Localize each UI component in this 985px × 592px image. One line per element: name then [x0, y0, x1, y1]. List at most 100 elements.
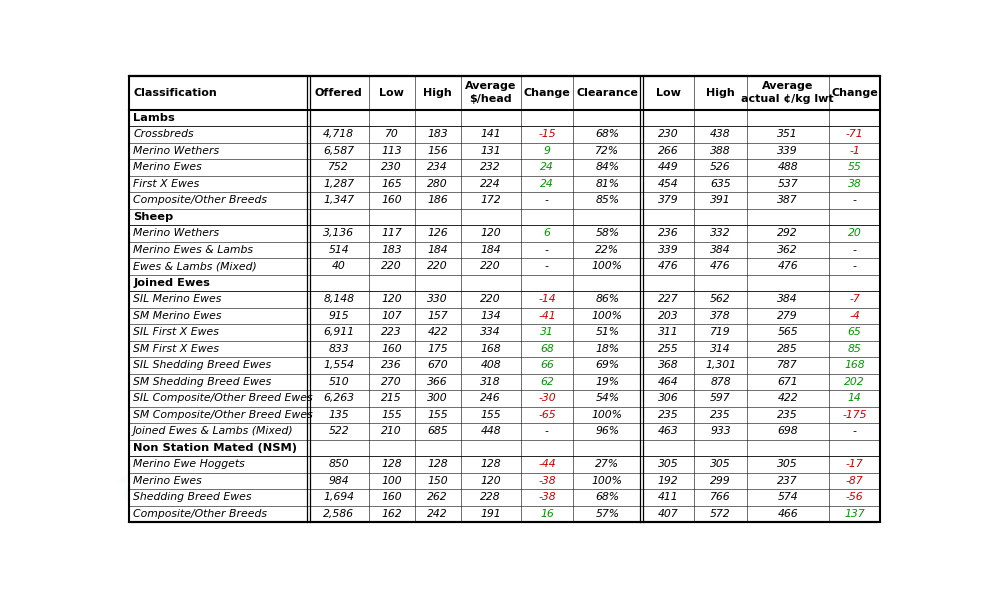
Text: 168: 168 [481, 344, 501, 354]
Text: 100%: 100% [592, 262, 623, 271]
Text: 362: 362 [777, 245, 798, 255]
Text: 915: 915 [328, 311, 349, 321]
Text: 339: 339 [658, 245, 679, 255]
Bar [129, 143, 881, 159]
Text: 141: 141 [481, 129, 501, 139]
Text: 787: 787 [777, 361, 798, 371]
Text: 635: 635 [710, 179, 731, 189]
Text: 58%: 58% [595, 229, 620, 239]
Text: 85%: 85% [595, 195, 620, 205]
Bar [129, 390, 881, 407]
Text: 488: 488 [777, 162, 798, 172]
Text: 168: 168 [844, 361, 865, 371]
Text: 160: 160 [381, 195, 402, 205]
Text: 20: 20 [847, 229, 861, 239]
Text: 160: 160 [381, 344, 402, 354]
Text: 514: 514 [328, 245, 349, 255]
Text: 31: 31 [540, 327, 554, 337]
Text: 113: 113 [381, 146, 402, 156]
Text: 135: 135 [328, 410, 349, 420]
Text: 100%: 100% [592, 410, 623, 420]
Text: 339: 339 [777, 146, 798, 156]
Text: 162: 162 [381, 509, 402, 519]
Text: 670: 670 [427, 361, 448, 371]
Text: 230: 230 [658, 129, 679, 139]
Text: 448: 448 [481, 426, 501, 436]
Text: auctionsplus: auctionsplus [109, 310, 473, 516]
Bar [129, 308, 881, 324]
Text: 476: 476 [710, 262, 731, 271]
Text: 66: 66 [540, 361, 554, 371]
Text: 574: 574 [777, 493, 798, 503]
Text: 128: 128 [381, 459, 402, 469]
Text: 306: 306 [658, 394, 679, 403]
Text: -71: -71 [845, 129, 863, 139]
Text: 311: 311 [658, 327, 679, 337]
Text: 833: 833 [328, 344, 349, 354]
Bar [129, 225, 881, 242]
Text: 192: 192 [658, 476, 679, 486]
Text: 51%: 51% [595, 327, 620, 337]
Text: -: - [545, 426, 549, 436]
Text: 81%: 81% [595, 179, 620, 189]
Bar [129, 159, 881, 176]
Bar [129, 357, 881, 374]
Text: 6: 6 [544, 229, 551, 239]
Text: 24: 24 [540, 162, 554, 172]
Text: 96%: 96% [595, 426, 620, 436]
Text: High: High [424, 88, 452, 98]
Text: 422: 422 [427, 327, 448, 337]
Text: 155: 155 [427, 410, 448, 420]
Bar [129, 506, 881, 522]
Text: Joined Ewes & Lambs (Mixed): Joined Ewes & Lambs (Mixed) [133, 426, 294, 436]
Text: -41: -41 [538, 311, 556, 321]
Text: Lambs: Lambs [133, 113, 175, 123]
Bar [129, 456, 881, 473]
Text: High: High [706, 88, 735, 98]
Text: 65: 65 [847, 327, 861, 337]
Text: 236: 236 [381, 361, 402, 371]
Text: 379: 379 [658, 195, 679, 205]
Text: 285: 285 [777, 344, 798, 354]
Text: 698: 698 [777, 426, 798, 436]
Text: SIL Shedding Breed Ewes: SIL Shedding Breed Ewes [133, 361, 271, 371]
Text: 224: 224 [481, 179, 501, 189]
Text: SM Merino Ewes: SM Merino Ewes [133, 311, 222, 321]
Text: 235: 235 [658, 410, 679, 420]
Text: Merino Wethers: Merino Wethers [133, 146, 220, 156]
Bar [129, 258, 881, 275]
Text: 4,718: 4,718 [323, 129, 355, 139]
Text: 86%: 86% [595, 294, 620, 304]
Text: 6,263: 6,263 [323, 394, 355, 403]
Text: 391: 391 [710, 195, 731, 205]
Text: -87: -87 [845, 476, 863, 486]
Text: 183: 183 [427, 129, 448, 139]
Text: -: - [852, 426, 856, 436]
Text: 157: 157 [427, 311, 448, 321]
Text: Shedding Breed Ewes: Shedding Breed Ewes [133, 493, 252, 503]
Bar [129, 440, 881, 456]
Text: 305: 305 [777, 459, 798, 469]
Text: -15: -15 [538, 129, 556, 139]
Text: 466: 466 [777, 509, 798, 519]
Text: Merino Ewes: Merino Ewes [133, 162, 202, 172]
Text: 266: 266 [658, 146, 679, 156]
Text: 388: 388 [710, 146, 731, 156]
Text: 565: 565 [777, 327, 798, 337]
Text: 117: 117 [381, 229, 402, 239]
Text: -: - [852, 195, 856, 205]
Text: 334: 334 [481, 327, 501, 337]
Text: Merino Wethers: Merino Wethers [133, 229, 220, 239]
Text: 38: 38 [847, 179, 861, 189]
Text: 234: 234 [427, 162, 448, 172]
Text: 510: 510 [328, 377, 349, 387]
Bar [129, 275, 881, 291]
Text: 572: 572 [710, 509, 731, 519]
Text: 100%: 100% [592, 311, 623, 321]
Text: 172: 172 [481, 195, 501, 205]
Text: 6,911: 6,911 [323, 327, 355, 337]
Text: 160: 160 [381, 493, 402, 503]
Text: 100%: 100% [592, 476, 623, 486]
Text: 305: 305 [710, 459, 731, 469]
Text: -: - [852, 262, 856, 271]
